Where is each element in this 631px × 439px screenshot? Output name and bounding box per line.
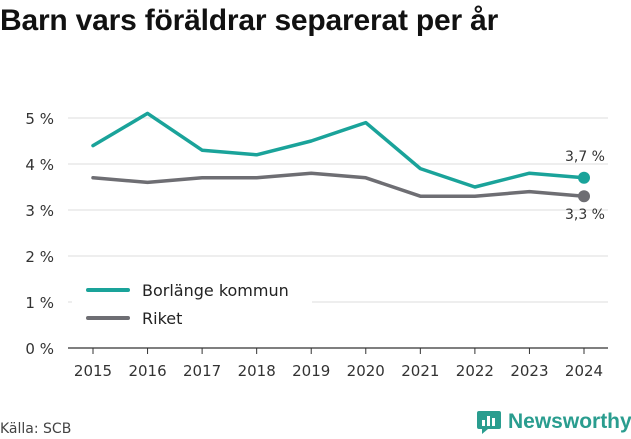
data-point	[364, 121, 368, 125]
data-point	[309, 171, 313, 175]
legend: Borlänge kommun Riket	[72, 272, 312, 336]
chart-title: Barn vars föräldrar separerat per år	[0, 4, 499, 37]
legend-background	[72, 272, 312, 336]
data-point	[419, 167, 423, 171]
data-point	[91, 176, 95, 180]
data-point	[91, 144, 95, 148]
data-point	[200, 176, 204, 180]
data-point	[146, 112, 150, 116]
x-axis-ticks: 2015 2016 2017 2018 2019 2020 2021 2022 2023 2024	[74, 348, 603, 380]
series-lines: 3,7 % 3,3 %	[91, 111, 605, 223]
data-point	[473, 185, 477, 189]
series-line-riket	[91, 171, 586, 198]
end-value-label: 3,7 %	[565, 149, 605, 165]
y-tick-label: 2 %	[25, 248, 54, 266]
x-tick-label: 2021	[401, 362, 439, 380]
y-tick-label: 0 %	[25, 340, 54, 358]
x-tick-label: 2015	[74, 362, 112, 380]
data-point	[364, 176, 368, 180]
x-tick-label: 2023	[510, 362, 548, 380]
line-chart: 0 %1 %2 %3 %4 %5 % 2015 2016 2017 2018 2019 2…	[25, 110, 608, 380]
brand-logo[interactable]: Newsworthy	[476, 407, 631, 437]
y-tick-label: 1 %	[25, 294, 54, 312]
legend-label: Borlänge kommun	[142, 281, 289, 300]
data-point	[419, 194, 423, 198]
x-tick-label: 2022	[456, 362, 494, 380]
y-tick-label: 3 %	[25, 202, 54, 220]
end-point-marker	[578, 171, 590, 184]
end-value-label: 3,3 %	[565, 207, 605, 223]
y-axis-ticks: 0 % 1 % 2 % 3 % 4 % 5 %	[25, 110, 54, 358]
brand-name: Newsworthy	[508, 410, 631, 433]
data-point	[255, 176, 259, 180]
data-point	[528, 171, 532, 175]
newsworthy-logo-icon	[477, 411, 501, 434]
data-point	[528, 190, 532, 194]
legend-label: Riket	[142, 309, 182, 328]
x-tick-label: 2017	[183, 362, 221, 380]
series-line-borlange	[91, 111, 586, 189]
x-tick-label: 2018	[238, 362, 276, 380]
data-point	[146, 181, 150, 185]
end-point-marker	[578, 190, 590, 203]
y-tick-label: 5 %	[25, 110, 54, 128]
data-point	[200, 148, 204, 152]
data-point	[255, 153, 259, 157]
data-point	[473, 194, 477, 198]
y-tick-label: 4 %	[25, 156, 54, 174]
x-tick-label: 2024	[565, 362, 603, 380]
x-tick-label: 2016	[128, 362, 166, 380]
data-point	[309, 139, 313, 143]
source-note: Källa: SCB	[0, 421, 72, 437]
x-tick-label: 2019	[292, 362, 330, 380]
x-tick-label: 2020	[347, 362, 385, 380]
